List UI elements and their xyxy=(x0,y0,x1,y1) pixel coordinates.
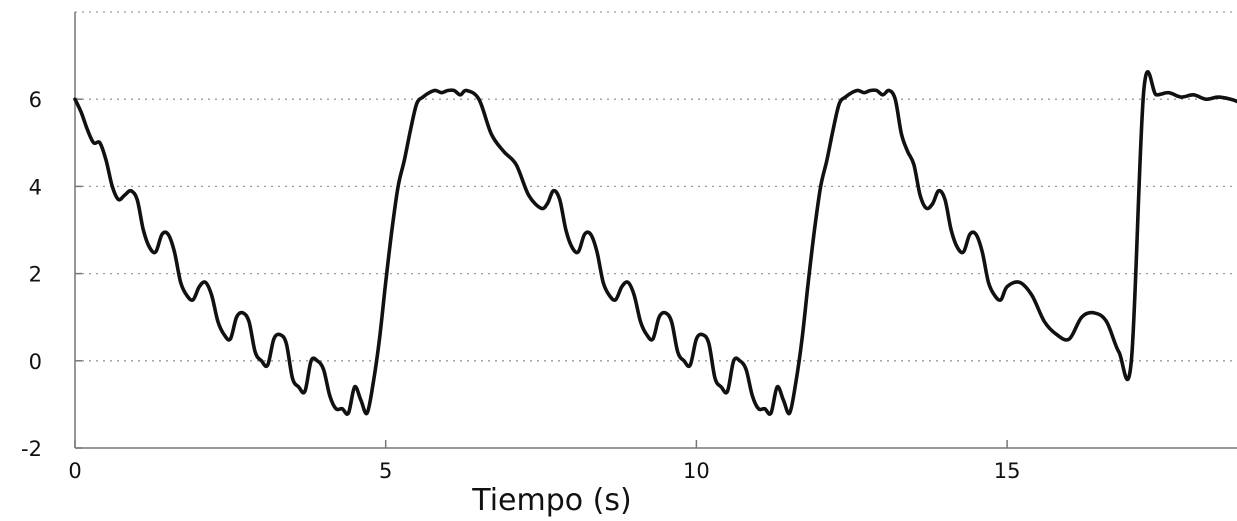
y-tick-label: 0 xyxy=(29,350,42,374)
axes xyxy=(74,12,1237,449)
y-tick-label: 2 xyxy=(29,263,42,287)
grid-lines xyxy=(75,11,1237,362)
x-axis-title: Tiempo (s) xyxy=(471,483,631,518)
series-line xyxy=(73,70,1237,416)
x-tick-label: 10 xyxy=(683,459,710,483)
y-ticks: -2 0 2 4 6 xyxy=(21,88,82,461)
x-tick-label: 15 xyxy=(994,459,1021,483)
y-tick-label: 4 xyxy=(29,175,42,199)
y-tick-label: -2 xyxy=(21,437,42,461)
x-ticks: 0 5 10 15 xyxy=(68,440,1020,483)
y-tick-label: 6 xyxy=(29,88,42,112)
x-tick-label: 0 xyxy=(68,459,81,483)
x-tick-label: 5 xyxy=(379,459,392,483)
